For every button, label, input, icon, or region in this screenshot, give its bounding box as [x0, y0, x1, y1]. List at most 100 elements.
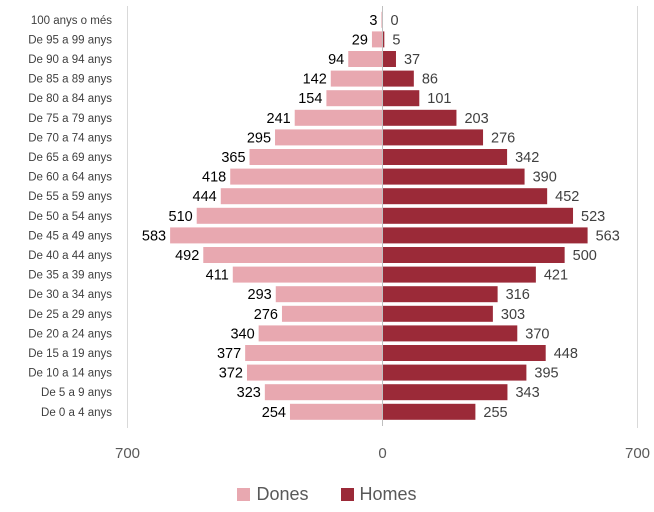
data-label-dones: 510	[169, 209, 193, 225]
data-label-homes: 5	[392, 32, 400, 48]
category-label: De 70 a 74 anys	[28, 132, 112, 144]
data-label-homes: 343	[515, 385, 539, 401]
bar-dones-de-95-a-99-anys	[371, 31, 383, 48]
legend-label-dones: Dones	[256, 484, 309, 504]
bar-homes-de-40-a-44-anys	[382, 247, 565, 263]
data-label-dones: 323	[237, 385, 261, 401]
bar-dones-de-5-a-9-anys	[264, 384, 383, 401]
category-label: De 50 a 54 anys	[28, 211, 112, 223]
data-label-dones: 295	[247, 130, 271, 146]
category-label: De 5 a 9 anys	[41, 387, 112, 399]
bar-homes-de-65-a-69-anys	[382, 149, 508, 165]
category-label: De 95 a 99 anys	[28, 34, 112, 46]
data-label-homes: 342	[515, 150, 539, 166]
data-label-dones: 340	[230, 326, 254, 342]
legend: Dones Homes	[0, 484, 654, 505]
category-label: De 30 a 34 anys	[28, 289, 112, 301]
bar-homes-de-80-a-84-anys	[382, 90, 420, 107]
bar-homes-de-85-a-89-anys	[382, 70, 414, 87]
bar-dones-de-30-a-34-anys	[275, 286, 383, 303]
bar-dones-de-35-a-39-anys	[232, 266, 383, 283]
bar-homes-de-45-a-49-anys	[382, 227, 588, 244]
bar-dones-de-10-a-14-anys	[246, 364, 383, 381]
x-tick-label: 700	[625, 445, 650, 462]
data-label-homes: 203	[464, 111, 488, 127]
bar-homes-de-90-a-94-anys	[382, 51, 396, 67]
data-label-homes: 255	[483, 405, 507, 421]
bar-homes-de-30-a-34-anys	[382, 286, 498, 303]
bar-homes-de-70-a-74-anys	[382, 129, 484, 146]
category-label: De 10 a 14 anys	[28, 368, 112, 380]
data-label-dones: 276	[254, 307, 278, 323]
data-label-homes: 303	[501, 307, 525, 323]
data-label-homes: 421	[544, 268, 568, 284]
data-label-dones: 154	[298, 91, 322, 107]
x-tick-label: 700	[115, 445, 140, 462]
data-label-homes: 276	[491, 130, 515, 146]
data-label-dones: 411	[206, 268, 229, 284]
bar-dones-100-anys-o-m-s	[381, 11, 383, 28]
legend-swatch-homes	[340, 488, 354, 501]
data-label-dones: 365	[221, 150, 245, 166]
bar-homes-de-10-a-14-anys	[382, 364, 527, 381]
bar-dones-de-45-a-49-anys	[170, 227, 383, 244]
category-label: De 15 a 19 anys	[28, 348, 112, 360]
legend-item-homes: Homes	[340, 484, 417, 505]
data-label-dones: 377	[217, 346, 241, 362]
data-label-dones: 94	[328, 52, 344, 68]
data-label-homes: 86	[422, 72, 438, 88]
data-label-homes: 37	[404, 52, 420, 68]
category-label: De 75 a 79 anys	[28, 113, 112, 125]
bar-homes-de-20-a-24-anys	[382, 325, 518, 342]
category-label: De 90 a 94 anys	[28, 54, 112, 66]
bar-homes-de-60-a-64-anys	[382, 168, 525, 185]
bar-dones-de-75-a-79-anys	[294, 109, 383, 126]
category-label: De 80 a 84 anys	[28, 93, 112, 105]
data-label-dones: 142	[303, 72, 327, 88]
category-label: De 20 a 24 anys	[28, 328, 112, 340]
bar-homes-de-5-a-9-anys	[382, 384, 508, 401]
data-label-homes: 563	[596, 228, 620, 244]
bar-dones-de-25-a-29-anys	[281, 305, 383, 322]
bar-homes-de-0-a-4-anys	[382, 403, 476, 420]
legend-item-dones: Dones	[237, 484, 309, 505]
data-label-dones: 29	[352, 32, 368, 48]
legend-label-homes: Homes	[359, 484, 417, 504]
legend-swatch-dones	[237, 488, 251, 501]
data-label-dones: 492	[175, 248, 199, 264]
category-label: De 45 a 49 anys	[28, 230, 112, 242]
bar-homes-de-55-a-59-anys	[382, 188, 548, 205]
bar-dones-de-90-a-94-anys	[348, 51, 383, 67]
bar-dones-de-85-a-89-anys	[330, 70, 383, 87]
x-tick-label: 0	[378, 445, 386, 462]
bar-homes-de-95-a-99-anys	[382, 31, 385, 48]
data-label-dones: 418	[202, 170, 226, 186]
data-label-homes: 101	[427, 91, 451, 107]
category-label: De 0 a 4 anys	[41, 407, 112, 419]
category-label: De 35 a 39 anys	[28, 270, 112, 282]
bar-dones-de-50-a-54-anys	[196, 207, 383, 224]
data-label-dones: 293	[248, 287, 272, 303]
data-label-dones: 3	[369, 13, 377, 29]
population-pyramid-chart: 100 anys o més 3 0De 95 a 99 anys 29 5De 90 …	[28, 6, 650, 462]
bar-dones-de-60-a-64-anys	[230, 168, 383, 185]
bar-dones-de-70-a-74-anys	[275, 129, 383, 146]
data-label-dones: 583	[142, 228, 166, 244]
data-label-homes: 452	[555, 189, 579, 205]
data-label-dones: 372	[219, 366, 243, 382]
category-label: De 55 a 59 anys	[28, 191, 112, 203]
category-label: De 40 a 44 anys	[28, 250, 112, 262]
bar-dones-de-80-a-84-anys	[326, 90, 383, 107]
data-label-homes: 448	[554, 346, 578, 362]
data-label-homes: 500	[573, 248, 597, 264]
bar-dones-de-0-a-4-anys	[289, 403, 383, 420]
bar-dones-de-20-a-24-anys	[258, 325, 383, 342]
data-label-dones: 254	[262, 405, 286, 421]
data-label-dones: 444	[193, 189, 217, 205]
bar-homes-de-25-a-29-anys	[382, 305, 493, 322]
bar-dones-de-40-a-44-anys	[203, 247, 383, 263]
bar-dones-de-65-a-69-anys	[249, 149, 383, 165]
data-label-homes: 0	[391, 13, 399, 29]
bar-dones-de-15-a-19-anys	[245, 345, 383, 361]
data-label-dones: 241	[267, 111, 291, 127]
